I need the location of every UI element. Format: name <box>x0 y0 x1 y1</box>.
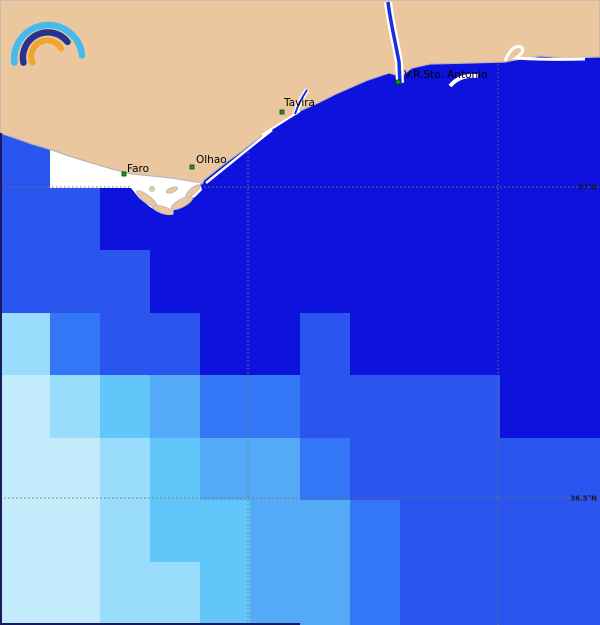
city-labels-layer: Faro Olhao Tavira V.R.Sto. Antonio <box>121 69 488 177</box>
heatmap-cell-c5 <box>300 438 350 500</box>
heatmap-cell-c6 <box>300 313 350 375</box>
heatmap-cell-c2 <box>100 438 150 500</box>
rainbow-logo-icon <box>10 21 86 66</box>
logo-arc-middle <box>19 29 71 66</box>
city-marker[interactable] <box>395 79 401 85</box>
city-marker[interactable] <box>121 171 127 177</box>
city-marker[interactable] <box>279 109 285 115</box>
barrier-island <box>185 184 201 198</box>
heatmap-cell-c1 <box>0 562 100 625</box>
heatmap-cell-c6 <box>400 500 600 562</box>
coastal-sand-spits <box>205 45 586 184</box>
barrier-island <box>152 204 174 216</box>
latitude-label: 36.5°N <box>570 495 597 503</box>
heatmap-cell-c3 <box>100 375 150 438</box>
heatmap-cell-c6 <box>100 313 200 375</box>
heatmap-cell-c5 <box>200 375 300 438</box>
city-label: V.R.Sto. Antonio <box>404 69 488 81</box>
barrier-islands <box>136 184 201 216</box>
rivers-layer <box>292 1 404 115</box>
heatmap-cell-c1 <box>0 500 100 562</box>
heatmap-cell-c2 <box>100 562 200 625</box>
heatmap-cell-c6 <box>400 562 600 625</box>
heatmap-cell-c2 <box>100 500 150 562</box>
city-label: Faro <box>127 163 149 175</box>
map-edge-border <box>0 133 300 625</box>
tavira-river <box>294 89 308 115</box>
heatmap-cell-c4 <box>200 438 300 500</box>
heatmap-cell-c3 <box>150 438 200 500</box>
city-marker[interactable] <box>189 164 195 170</box>
heatmap-cell-c4 <box>250 562 350 625</box>
heatmap-cell-c6 <box>300 375 500 438</box>
barrier-island <box>165 186 179 194</box>
heatmap-cell-c1 <box>0 375 50 438</box>
heatmap-cell-c2 <box>50 375 100 438</box>
heatmap-cell-c6 <box>350 438 600 500</box>
lagoon-layer <box>130 45 586 216</box>
guadiana-river <box>386 1 402 84</box>
heatmap-cell-c1 <box>0 438 100 500</box>
barrier-island <box>170 195 194 211</box>
heatmap-cells-layer <box>0 125 600 625</box>
heatmap-cell-c6 <box>0 188 100 250</box>
heatmap-cell-c6 <box>0 250 150 313</box>
heatmap-cell-c2 <box>0 313 50 375</box>
heatmap-cell-c3 <box>150 500 250 562</box>
barrier-island <box>149 186 155 192</box>
city-label: Olhao <box>196 154 227 166</box>
heatmap-cell-c5 <box>350 562 400 625</box>
logo-arc-outer <box>10 21 86 66</box>
heatmap-cell-c4 <box>250 500 350 562</box>
latitude-label: 37°N <box>578 184 597 192</box>
heatmap-cell-c4 <box>150 375 200 438</box>
logo-arc-inner <box>28 37 65 66</box>
heatmap-cell-c3 <box>200 562 250 625</box>
heatmap-cell-c5 <box>50 313 100 375</box>
heatmap-cell-c5 <box>350 500 400 562</box>
city-label: Tavira <box>283 97 315 109</box>
